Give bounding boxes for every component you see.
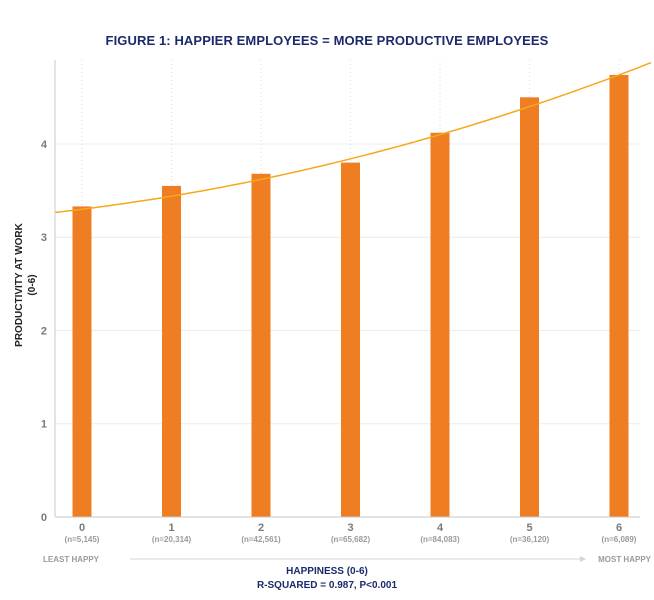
sample-size-label: (n=5,145) <box>65 535 100 544</box>
sample-size-label: (n=36,120) <box>510 535 550 544</box>
bar-happiness-2 <box>251 173 271 517</box>
sample-size-label: (n=84,083) <box>420 535 460 544</box>
sample-size-label: (n=42,561) <box>241 535 281 544</box>
bar-happiness-0 <box>72 206 92 518</box>
sample-size-label: (n=20,314) <box>152 535 192 544</box>
trendline <box>54 61 652 214</box>
bar-happiness-3 <box>341 162 360 517</box>
labels-layer: 012340(n=5,145)1(n=20,314)2(n=42,561)3(n… <box>41 139 637 544</box>
chart-title: FIGURE 1: HAPPIER EMPLOYEES = MORE PRODU… <box>105 33 549 48</box>
trendline-layer <box>54 61 652 214</box>
y-tick-label: 2 <box>41 325 47 337</box>
most-happy-label: MOST HAPPY <box>598 555 652 564</box>
bar-happiness-1 <box>162 185 181 518</box>
axes-layer <box>54 60 640 518</box>
x-tick-label: 1 <box>168 522 174 534</box>
x-axis-title: HAPPINESS (0-6) <box>286 566 368 577</box>
x-tick-label: 2 <box>258 522 264 534</box>
x-tick-label: 6 <box>616 522 622 534</box>
x-tick-label: 3 <box>347 522 353 534</box>
sample-size-label: (n=65,682) <box>331 535 371 544</box>
y-tick-label: 1 <box>41 419 47 431</box>
y-tick-label: 0 <box>41 512 47 524</box>
bar-happiness-5 <box>520 97 539 517</box>
x-tick-label: 0 <box>79 522 85 534</box>
y-axis-title: PRODUCTIVITY AT WORK <box>14 222 25 346</box>
stats-label: R-SQUARED = 0.987, P<0.001 <box>257 580 398 591</box>
bar-happiness-6 <box>609 74 629 517</box>
bar-happiness-4 <box>430 132 450 517</box>
y-tick-label: 3 <box>41 232 47 244</box>
sample-size-label: (n=6,089) <box>602 535 637 544</box>
bars-layer <box>72 74 629 518</box>
x-tick-label: 5 <box>526 522 532 534</box>
least-happy-label: LEAST HAPPY <box>43 555 100 564</box>
y-axis-subtitle: (0-6) <box>27 274 38 295</box>
y-tick-label: 4 <box>41 139 48 151</box>
x-tick-label: 4 <box>437 522 444 534</box>
